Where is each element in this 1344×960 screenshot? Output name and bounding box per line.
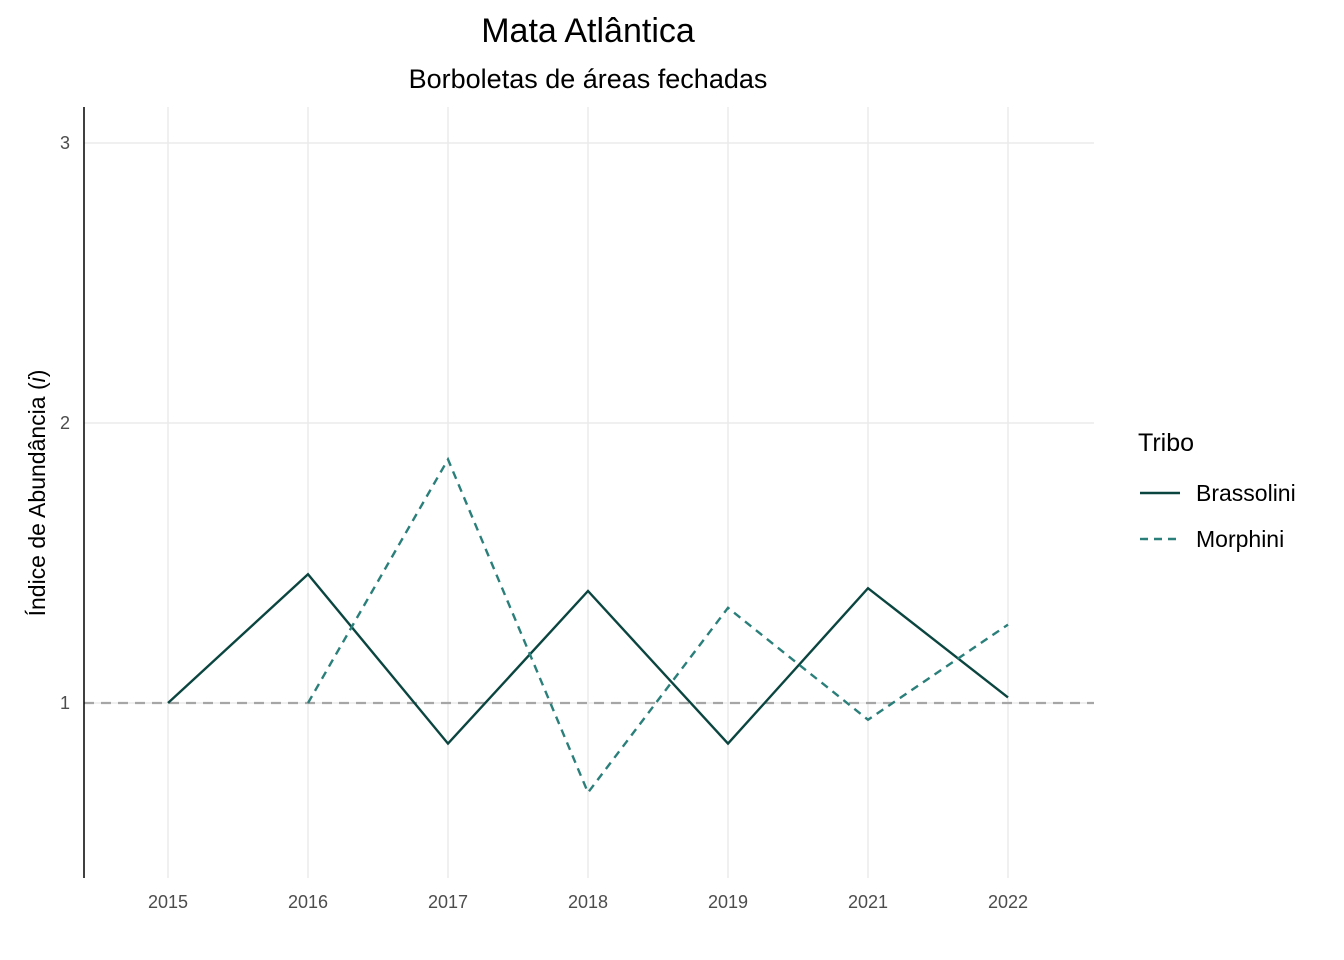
series-layer [167, 456, 1009, 795]
x-gridlines [167, 107, 1009, 878]
y-gridlines [84, 142, 1094, 704]
y-tick-label-2: 2 [60, 413, 70, 433]
y-axis-title: Índice de Abundância (i) [24, 370, 50, 617]
x-tick-label-2018: 2018 [568, 892, 608, 912]
x-tick-label-2016: 2016 [288, 892, 328, 912]
y-tick-labels: 1 2 3 [60, 133, 70, 713]
x-tick-label-2021: 2021 [848, 892, 888, 912]
y-tick-label-1: 1 [60, 693, 70, 713]
legend: Tribo Brassolini Morphini [1138, 429, 1296, 552]
x-tick-label-2019: 2019 [708, 892, 748, 912]
x-tick-labels: 2015 2016 2017 2018 2019 2021 2022 [148, 892, 1028, 912]
x-tick-label-2015: 2015 [148, 892, 188, 912]
chart-title: Mata Atlântica [481, 12, 695, 50]
series-line-morphini [306, 456, 1009, 795]
y-tick-label-3: 3 [60, 133, 70, 153]
legend-label-brassolini: Brassolini [1196, 480, 1296, 506]
x-tick-label-2022: 2022 [988, 892, 1028, 912]
series-line-brassolini [167, 572, 1009, 746]
x-tick-label-2017: 2017 [428, 892, 468, 912]
legend-title: Tribo [1138, 429, 1194, 457]
legend-label-morphini: Morphini [1196, 526, 1284, 552]
chart-subtitle: Borboletas de áreas fechadas [409, 64, 768, 94]
